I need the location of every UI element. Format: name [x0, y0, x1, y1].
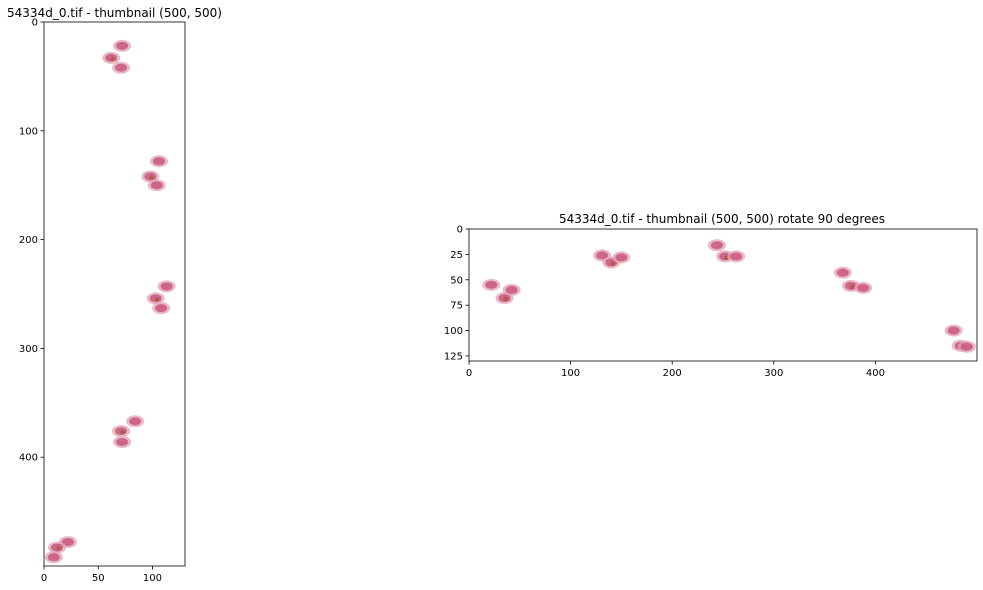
left-x-tick-label: 50: [92, 573, 105, 584]
right-chart-title: 54334d_0.tif - thumbnail (500, 500) rota…: [559, 212, 885, 226]
tissue-core: [152, 157, 165, 166]
left-tissue-region: [112, 61, 131, 74]
tissue-spot: [110, 56, 115, 62]
left-y-tick-label: 200: [19, 235, 38, 246]
left-y-tick-label: 100: [19, 126, 38, 137]
right-y-tick-label: 25: [450, 250, 463, 261]
right-x-tick-label: 200: [663, 368, 682, 379]
right-y-tick-label: 100: [444, 326, 463, 337]
tissue-core: [836, 268, 849, 277]
tissue-spot: [149, 175, 154, 180]
left-tissue-region: [102, 51, 121, 64]
right-y-tick-label: 50: [450, 275, 463, 286]
left-tissue-region: [126, 415, 145, 428]
tissue-core: [485, 280, 498, 289]
left-tissue-region: [146, 292, 165, 305]
right-y-tick-label: 0: [457, 225, 463, 236]
right-tissue-region: [482, 278, 501, 291]
tissue-core: [116, 41, 129, 50]
left-tissue-region: [147, 179, 166, 192]
tissue-core: [857, 283, 870, 292]
tissue-core: [947, 326, 960, 335]
tissue-core: [150, 181, 163, 190]
left-y-tick-label: 400: [19, 453, 38, 464]
left-x-tick-label: 100: [143, 573, 162, 584]
tissue-spot: [610, 261, 615, 266]
tissue-core: [960, 342, 973, 351]
tissue-core: [505, 285, 518, 294]
right-tissue-region: [612, 251, 631, 264]
right-tissue-region: [707, 239, 726, 252]
left-y-tick-label: 300: [19, 344, 38, 355]
tissue-core: [116, 437, 129, 446]
tissue-core: [596, 251, 609, 260]
tissue-core: [61, 538, 74, 547]
left-tissue-region: [112, 425, 131, 438]
tissue-core: [155, 304, 168, 313]
right-x-tick-label: 400: [866, 368, 885, 379]
tissue-spot: [56, 546, 61, 551]
right-tissue-region: [833, 266, 852, 279]
tissue-core: [730, 252, 743, 261]
tissue-spot: [503, 296, 509, 302]
right-rotated-thumbnail-plot: 0 100 200 300 400 0 25 50 75 100 125: [444, 225, 978, 379]
left-y-tick-label: 0: [32, 18, 38, 29]
left-tissue-region: [48, 541, 67, 554]
left-thumbnail-plot: 0 50 100 0 100 200 300 400: [19, 18, 186, 584]
right-tissue-region: [854, 281, 873, 294]
right-x-tick-label: 100: [561, 368, 580, 379]
left-tissue-region: [152, 302, 171, 315]
tissue-core: [129, 417, 142, 426]
right-y-tick-label: 75: [450, 301, 463, 312]
right-x-tick-label: 0: [466, 368, 472, 379]
left-tissue-region: [44, 551, 63, 564]
right-x-tick-label: 300: [764, 368, 783, 379]
tissue-spot: [850, 284, 855, 290]
left-tissue-region: [157, 280, 176, 293]
right-tissue-region: [502, 283, 521, 296]
tissue-core: [710, 241, 723, 250]
tissue-core: [615, 253, 628, 262]
left-x-tick-label: 0: [41, 573, 47, 584]
tissue-core: [160, 282, 173, 291]
tissue-core: [115, 63, 128, 72]
left-tissue-region: [113, 435, 132, 448]
left-axes-frame: [43, 21, 186, 567]
tissue-spot: [155, 297, 160, 302]
right-tissue-region: [727, 250, 746, 263]
left-chart-title: 54334d_0.tif - thumbnail (500, 500): [7, 6, 222, 20]
right-tissue-region: [957, 340, 976, 353]
right-y-tick-label: 125: [444, 351, 463, 362]
tissue-core: [47, 553, 60, 562]
left-tissue-region: [113, 39, 132, 52]
left-tissue-region: [149, 155, 168, 168]
right-tissue-region: [944, 324, 963, 337]
tissue-spot: [120, 429, 125, 435]
